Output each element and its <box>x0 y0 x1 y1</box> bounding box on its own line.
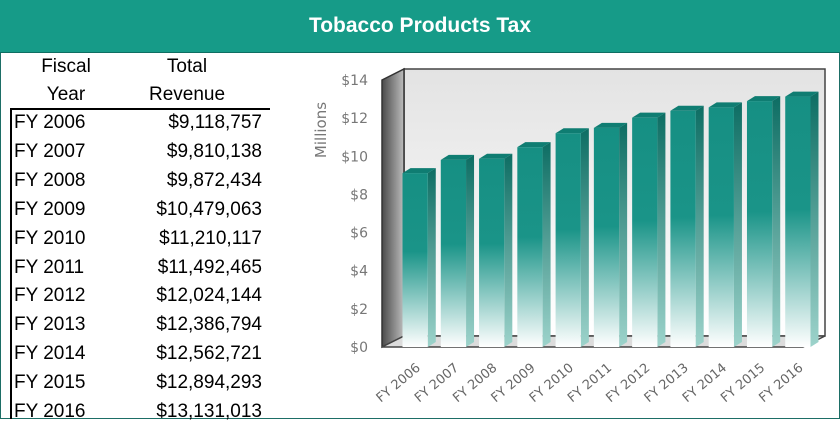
col-header-revenue-line1: Total <box>166 56 208 77</box>
fiscal-year-cell: FY 2007 <box>14 140 86 162</box>
revenue-cell: $12,894,293 <box>156 372 262 394</box>
page-title: Tobacco Products Tax <box>0 0 840 53</box>
table-row: FY 2014 $12,562,721 <box>10 343 270 372</box>
table-row: FY 2006 $9,118,757 <box>10 112 270 141</box>
revenue-cell: $9,872,434 <box>166 169 262 191</box>
table-row: FY 2008 $9,872,434 <box>10 170 270 199</box>
table-row: FY 2009 $10,479,063 <box>10 199 270 228</box>
revenue-cell: $13,131,013 <box>156 401 262 422</box>
header-rule <box>10 108 270 110</box>
col-header-year-line1: Fiscal <box>41 56 91 77</box>
fiscal-year-cell: FY 2016 <box>14 401 86 422</box>
fiscal-year-cell: FY 2012 <box>14 285 86 307</box>
fiscal-year-cell: FY 2010 <box>14 227 86 249</box>
revenue-cell: $9,810,138 <box>166 140 262 162</box>
table-row: FY 2012 $12,024,144 <box>10 285 270 314</box>
table-row: FY 2013 $12,386,794 <box>10 314 270 343</box>
fiscal-year-cell: FY 2013 <box>14 314 86 336</box>
table-row: FY 2010 $11,210,117 <box>10 228 270 257</box>
table-left-border <box>10 110 12 419</box>
revenue-cell: $12,386,794 <box>156 314 262 336</box>
fiscal-year-cell: FY 2006 <box>14 112 86 133</box>
revenue-cell: $10,479,063 <box>156 198 262 220</box>
fiscal-year-cell: FY 2009 <box>14 198 86 220</box>
table-row: FY 2016 $13,131,013 <box>10 401 270 430</box>
table-row: FY 2007 $9,810,138 <box>10 141 270 170</box>
table-row: FY 2011 $11,492,465 <box>10 257 270 286</box>
col-header-year-line2: Year <box>46 84 86 105</box>
revenue-table: Fiscal Year Total Revenue FY 2006 $9,118,… <box>10 54 270 422</box>
revenue-cell: $12,024,144 <box>156 285 262 307</box>
revenue-cell: $11,492,465 <box>157 256 262 278</box>
fiscal-year-cell: FY 2008 <box>14 169 86 191</box>
fiscal-year-cell: FY 2015 <box>14 372 86 394</box>
revenue-cell: $11,210,117 <box>159 227 262 249</box>
fiscal-year-cell: FY 2014 <box>14 343 86 365</box>
revenue-cell: $9,118,757 <box>168 112 262 133</box>
col-header-revenue-line2: Revenue <box>148 84 226 105</box>
fiscal-year-cell: FY 2011 <box>14 256 85 278</box>
revenue-cell: $12,562,721 <box>156 343 262 365</box>
table-row: FY 2015 $12,894,293 <box>10 372 270 401</box>
